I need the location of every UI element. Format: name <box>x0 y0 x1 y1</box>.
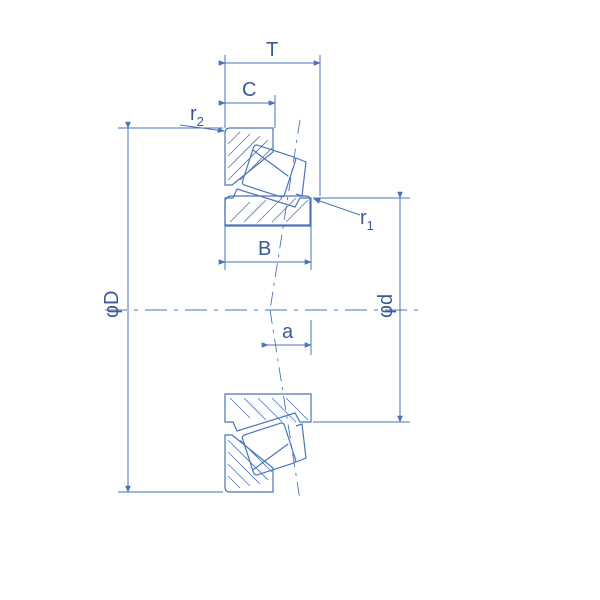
label-C: C <box>242 79 256 101</box>
svg-text:r2: r2 <box>190 103 204 129</box>
dim-C: C <box>225 79 275 128</box>
dim-B: B <box>225 226 311 270</box>
taper-axis <box>270 120 300 310</box>
label-T: T <box>266 39 278 61</box>
label-a: a <box>282 321 294 343</box>
cage-top <box>296 158 306 196</box>
dim-a: a <box>268 320 311 355</box>
svg-text:φd: φd <box>375 294 397 318</box>
dim-r2: r2 <box>180 103 224 131</box>
label-B: B <box>258 238 271 260</box>
dim-r1: r1 <box>314 199 374 233</box>
lower-section <box>225 394 311 492</box>
outer-ring-top <box>225 128 273 185</box>
svg-text:φD: φD <box>101 291 123 318</box>
dim-T: T <box>225 39 320 196</box>
svg-text:r1: r1 <box>360 207 374 233</box>
bearing-diagram: T C r2 r1 B a φD φd <box>0 0 600 600</box>
upper-section <box>225 128 311 226</box>
